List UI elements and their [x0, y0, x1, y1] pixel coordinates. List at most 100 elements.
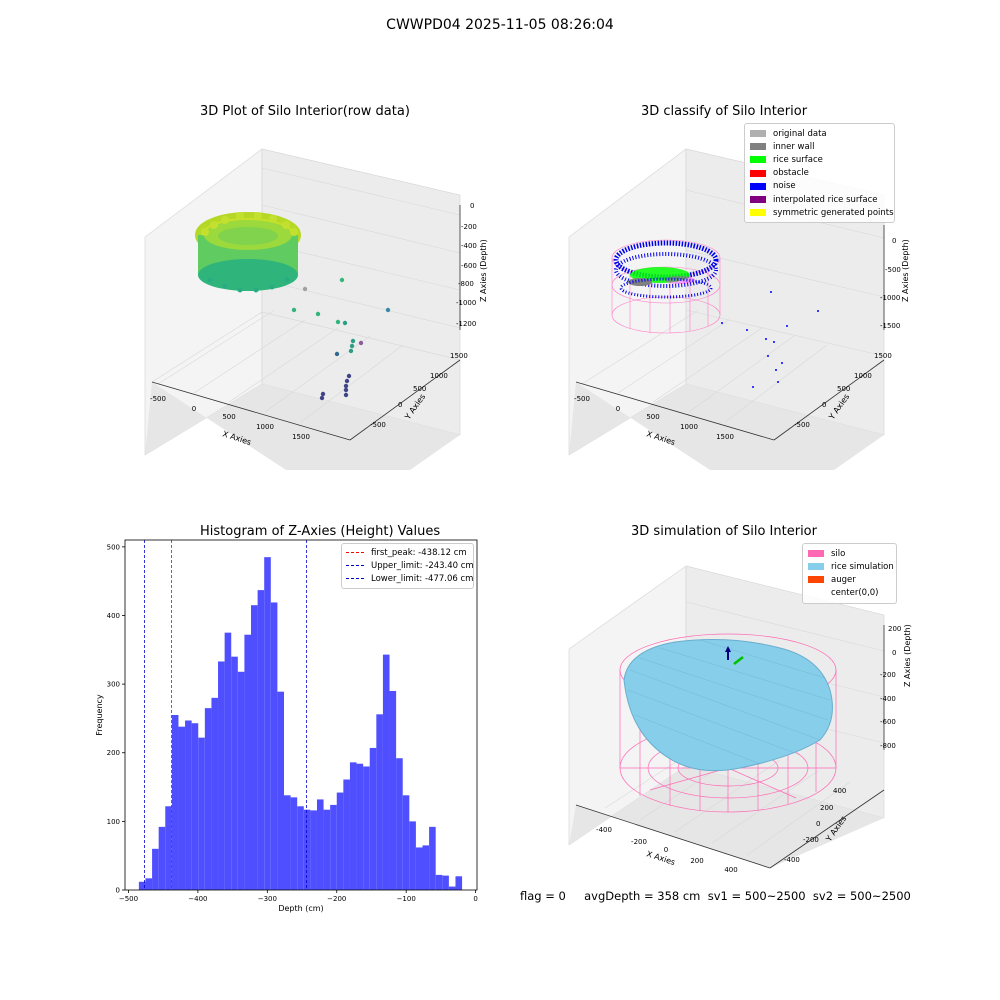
histogram-ytick-label: 200: [107, 749, 120, 757]
histogram-bar: [303, 809, 311, 890]
plot4-ytick: -200: [803, 836, 819, 844]
plot4-ztick: 0: [892, 649, 896, 657]
plot1-xtick: -500: [150, 395, 166, 403]
legend-item: auger: [808, 573, 891, 586]
plot4-rice-surface: [623, 639, 833, 772]
legend-item: rice simulation: [808, 560, 894, 573]
plot4-ztick: -200: [880, 671, 896, 679]
histogram-bar: [152, 848, 159, 890]
plot2-ytick: 1500: [874, 352, 892, 360]
histogram-bar: [382, 654, 390, 890]
histogram-bar: [396, 758, 403, 890]
histogram-bar: [204, 708, 212, 890]
plot1-ytick: 0: [398, 401, 402, 409]
histogram-bar: [349, 762, 357, 890]
plot2-ztick: -1000: [880, 294, 900, 302]
histogram-bar: [171, 715, 179, 890]
histogram-bar: [429, 826, 436, 890]
plot1-xtick: 500: [222, 413, 235, 421]
plot4-ztick: -800: [880, 742, 896, 750]
histogram-xtick-label: −200: [327, 895, 346, 903]
histogram-xtick-label: −500: [119, 895, 138, 903]
legend-label: silo: [831, 548, 846, 559]
legend-item: first_peak: -438.12 cm: [346, 546, 469, 559]
legend-item: original data: [750, 127, 889, 140]
plot4-ztick: 200: [888, 625, 901, 633]
plot4-ztick: -400: [880, 695, 896, 703]
histogram-bar: [402, 795, 410, 890]
plot2-point-cloud: [613, 240, 719, 299]
histogram-bar: [158, 826, 166, 890]
legend-item: noise: [750, 180, 889, 193]
plot2-axes: -500 0 500 1000 1500 -500 0 500 1000 150…: [568, 148, 910, 470]
plot2-xtick: 1500: [716, 433, 734, 441]
plot2-legend: original data inner wall rice surface ob…: [744, 123, 895, 224]
plot2-zlabel: Z Axies (Depth): [901, 239, 910, 302]
histogram-bar: [448, 886, 456, 890]
histogram-bar: [277, 691, 284, 890]
histogram-bar: [244, 634, 252, 890]
legend-item: rice surface: [750, 153, 889, 166]
legend-label: center(0,0): [831, 588, 879, 599]
plot4-title: 3D simulation of Silo Interior: [631, 524, 817, 539]
histogram-bar: [231, 656, 238, 890]
plot4-axes: -400 -200 0 200 400 -400 -200 0 200 400 …: [568, 565, 912, 874]
plot4-auger: [733, 656, 744, 665]
histogram-bar: [323, 809, 331, 890]
plot4-ytick: -400: [784, 856, 800, 864]
plot2-ztick: -1500: [880, 322, 900, 330]
plot4-xtick: -200: [631, 838, 647, 846]
histogram-bar: [178, 726, 186, 890]
plot1-xtick: 1500: [292, 433, 310, 441]
plot2-xtick: -500: [574, 395, 590, 403]
histogram-ytick-label: 500: [107, 543, 120, 551]
legend-label: rice simulation: [831, 561, 894, 572]
histogram-title: Histogram of Z-Axies (Height) Values: [200, 524, 441, 539]
histogram-vlines: [143, 540, 308, 890]
plot2-xtick: 0: [616, 405, 620, 413]
histogram-bar: [330, 804, 337, 890]
histogram-xtick-label: −100: [397, 895, 416, 903]
plot4-ytick: 400: [833, 787, 846, 795]
plot2-ztick: -500: [885, 266, 901, 274]
histogram-bar: [251, 605, 258, 890]
legend-label: symmetric generated points: [773, 207, 894, 218]
histogram-bar: [316, 799, 324, 890]
histogram-ytick-label: 400: [107, 612, 120, 620]
legend-label: rice surface: [773, 154, 823, 165]
plot4-xtick: 400: [724, 866, 737, 874]
histogram-bar: [369, 747, 377, 890]
histogram-bar: [376, 714, 383, 890]
legend-item: obstacle: [750, 167, 889, 180]
histogram-bar: [191, 723, 199, 890]
plot1-ztick: -1200: [456, 320, 476, 328]
plot2-ytick: -500: [794, 421, 810, 429]
plot1-xtick: 0: [192, 405, 196, 413]
histogram-bar: [257, 590, 265, 890]
plot1-axes: -500 0 500 1000 1500 -500 0 500 1000 150…: [144, 148, 488, 470]
histogram-bar: [356, 763, 364, 890]
histogram-xtick-label: −400: [188, 895, 207, 903]
plot2-xtick: 1000: [680, 423, 698, 431]
figure-title: CWWPD04 2025-11-05 08:26:04: [386, 17, 614, 33]
legend-item: interpolated rice surface: [750, 193, 889, 206]
plot1-ztick: 0: [470, 202, 474, 210]
histogram-bar: [363, 766, 370, 890]
plot2-ytick: 1000: [854, 372, 872, 380]
status-info-line: flag = 0 avgDepth = 358 cm sv1 = 500~250…: [520, 889, 911, 903]
histogram-bar: [435, 874, 443, 890]
plot4-xtick: 200: [690, 857, 703, 865]
histogram-bars: [138, 557, 463, 890]
legend-item: inner wall: [750, 140, 889, 153]
histogram-bar: [198, 737, 205, 890]
legend-label: first_peak: -438.12 cm: [371, 547, 467, 558]
histogram-ylabel: Frequency: [95, 694, 104, 736]
plot2-title: 3D classify of Silo Interior: [640, 104, 808, 119]
histogram-bar: [165, 806, 172, 890]
legend-label: Lower_limit: -477.06 cm: [371, 573, 474, 584]
histogram-bar: [415, 847, 423, 890]
plot2-ytick: 500: [837, 385, 850, 393]
plot1-ztick: -200: [461, 223, 477, 231]
plot1-title: 3D Plot of Silo Interior(row data): [200, 104, 410, 119]
histogram-bar: [310, 810, 317, 890]
